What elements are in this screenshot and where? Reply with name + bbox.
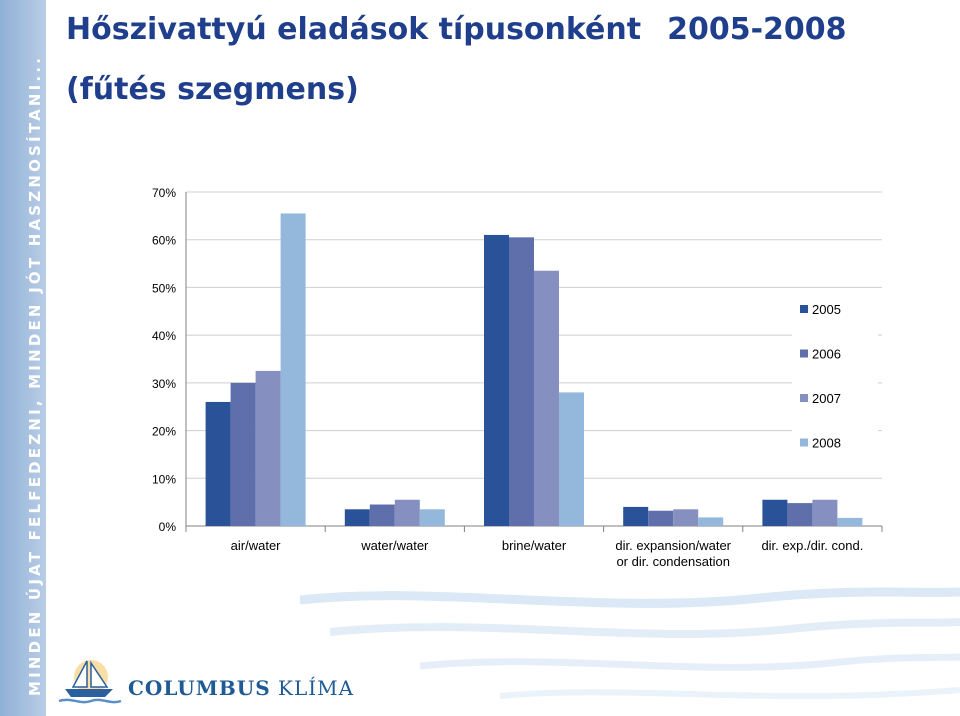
logo-text-klima: KLÍMA <box>278 676 355 700</box>
decorative-waves <box>300 587 960 700</box>
bar <box>394 499 420 526</box>
x-tick-label: dir. expansion/water <box>615 538 731 553</box>
title-text: Hőszivattyú eladások típusonként <box>66 12 642 47</box>
bar <box>419 509 445 526</box>
bar <box>812 499 838 526</box>
side-band: MINDEN ÚJAT FELFEDEZNI, MINDEN JÓT HASZN… <box>0 0 46 716</box>
logo-text: COLUMBUS KLÍMA <box>128 676 354 700</box>
x-tick-label: water/water <box>360 538 429 553</box>
logo-text-columbus: COLUMBUS <box>128 676 271 700</box>
y-tick-label: 0% <box>159 520 177 534</box>
legend-swatch <box>800 438 808 447</box>
bar-chart: 0% 10% 20% 30% 40% 50% 60% 70% air/water water/wa… <box>152 186 883 569</box>
x-tick-label: brine/water <box>502 538 567 553</box>
y-tick-label: 60% <box>152 234 176 248</box>
bar <box>369 504 395 526</box>
bar <box>559 392 584 526</box>
title-years: 2005-2008 <box>667 12 847 47</box>
legend-swatch <box>800 349 808 358</box>
y-tick-label: 10% <box>152 472 176 486</box>
side-slogan: MINDEN ÚJAT FELFEDEZNI, MINDEN JÓT HASZN… <box>26 54 44 696</box>
bar <box>230 382 256 526</box>
bar <box>280 213 306 526</box>
bar <box>762 499 788 526</box>
bar <box>837 517 863 526</box>
y-tick-label: 20% <box>152 425 176 439</box>
legend-label: 2005 <box>812 302 841 317</box>
y-tick-label: 30% <box>152 377 176 391</box>
bar <box>344 509 370 526</box>
y-tick-label: 70% <box>152 186 176 200</box>
bar <box>484 234 509 526</box>
bar <box>509 237 534 527</box>
slide-title: Hőszivattyú eladások típusonként 2005-200… <box>66 12 847 47</box>
legend-swatch <box>800 305 808 313</box>
y-tick-label: 50% <box>152 281 176 295</box>
bar <box>673 509 699 526</box>
bar <box>255 370 281 526</box>
legend-box <box>792 288 878 458</box>
x-tick-label: air/water <box>231 538 282 553</box>
legend-label: 2007 <box>812 391 841 406</box>
legend-swatch <box>800 394 808 402</box>
bar <box>787 503 813 526</box>
slide-subtitle: (fűtés szegmens) <box>66 72 359 107</box>
bar <box>623 506 649 526</box>
x-tick-label: or dir. condensation <box>616 554 729 569</box>
bar <box>698 517 724 526</box>
bar <box>205 401 231 526</box>
columbus-ship-logo <box>58 660 122 704</box>
bar <box>648 510 674 526</box>
x-tick-label: dir. exp./dir. cond. <box>761 538 863 553</box>
bar <box>534 270 559 526</box>
y-tick-label: 40% <box>152 329 176 343</box>
legend-label: 2006 <box>812 347 841 362</box>
legend-label: 2008 <box>812 436 841 451</box>
